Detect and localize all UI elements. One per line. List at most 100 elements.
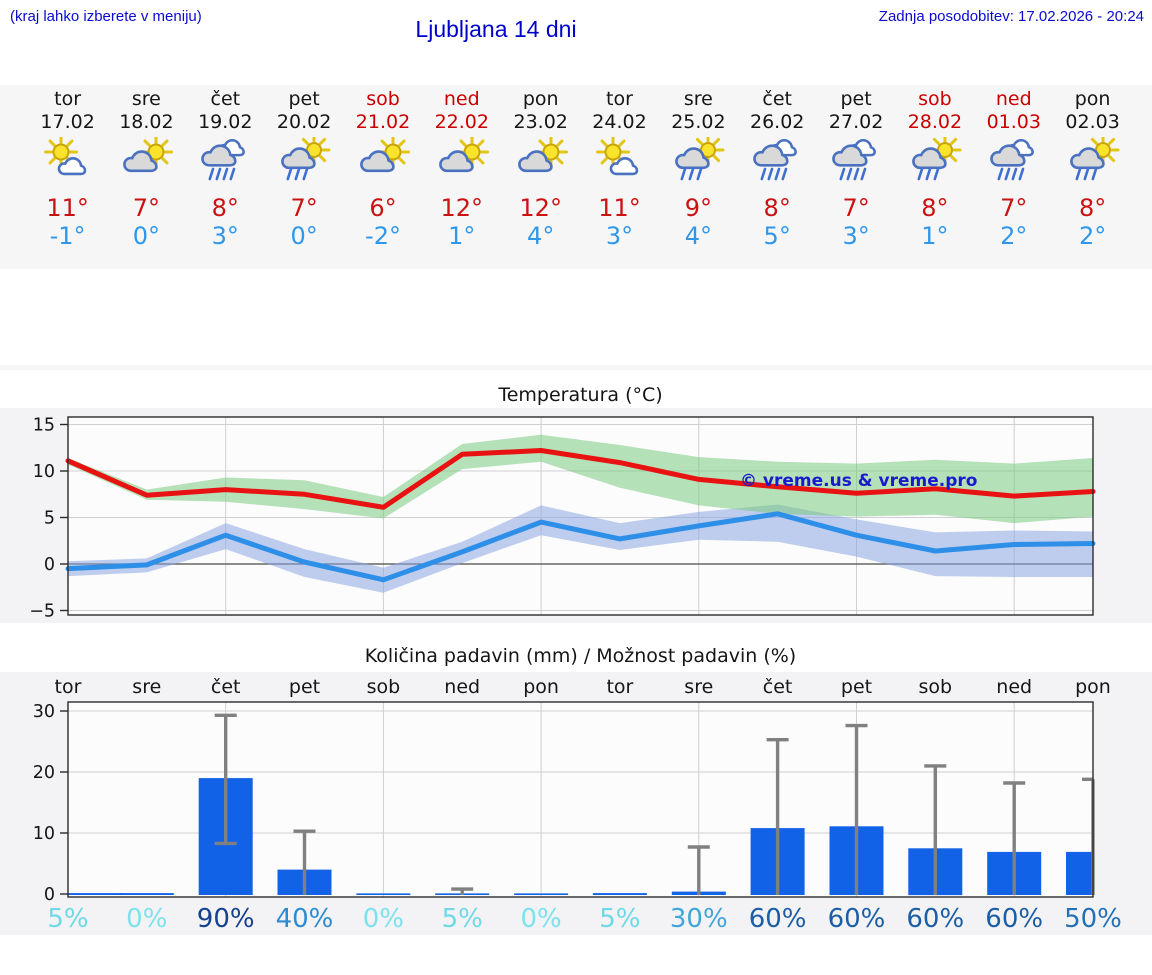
day-max-temp: 7° xyxy=(132,194,161,222)
day-name: ned xyxy=(995,88,1032,110)
weather-icon xyxy=(106,134,186,193)
day-column: ned 22.02 12° 1° xyxy=(422,88,502,250)
precip-day-label: čet xyxy=(211,676,241,698)
day-max-temp: 8° xyxy=(1078,194,1107,222)
weather-icon xyxy=(501,134,581,193)
day-max-temp: 12° xyxy=(519,194,562,222)
temp-y-tick-label: 0 xyxy=(44,555,55,575)
day-date: 01.03 xyxy=(986,111,1041,133)
day-name: tor xyxy=(606,88,633,110)
day-min-temp: 3° xyxy=(211,222,239,250)
day-date: 02.03 xyxy=(1065,111,1120,133)
precip-prob-label: 60% xyxy=(828,904,886,934)
temp-y-tick-label: 5 xyxy=(44,509,55,529)
precip-bar xyxy=(119,893,174,895)
day-max-temp: 11° xyxy=(598,194,641,222)
day-min-temp: 5° xyxy=(763,222,791,250)
precip-prob-label: 5% xyxy=(599,904,640,934)
precip-prob-label: 50% xyxy=(1064,904,1122,934)
day-min-temp: 0° xyxy=(290,222,318,250)
day-name: pet xyxy=(840,88,872,110)
day-min-temp: 3° xyxy=(842,222,870,250)
temperature-chart-title: Temperatura (°C) xyxy=(498,384,663,406)
precip-prob-label: 60% xyxy=(749,904,807,934)
weather-icon xyxy=(974,134,1054,193)
precip-day-label: sob xyxy=(919,676,953,698)
weather-icon xyxy=(1053,133,1133,193)
watermark-link[interactable]: © vreme.us & vreme.pro xyxy=(740,471,977,491)
day-column: pon 02.03 8° 2° xyxy=(1053,88,1133,250)
precip-day-label: čet xyxy=(763,676,793,698)
day-column: sob 28.02 8° 1° xyxy=(895,88,975,250)
day-min-temp: 2° xyxy=(1000,222,1028,250)
temp-y-tick-label: 15 xyxy=(33,416,55,436)
day-min-temp: 1° xyxy=(921,222,949,250)
day-name: sob xyxy=(918,88,952,110)
weather-icon xyxy=(658,133,738,193)
precipitation-chart-title: Količina padavin (mm) / Možnost padavin … xyxy=(364,645,797,667)
precip-day-label: pon xyxy=(1075,676,1111,698)
day-name: ned xyxy=(443,88,480,110)
day-column: pet 27.02 7° 3° xyxy=(816,88,896,250)
precip-prob-label: 5% xyxy=(47,904,88,934)
precip-prob-label: 60% xyxy=(906,904,964,934)
precip-day-label: pet xyxy=(289,676,320,698)
precip-prob-label: 60% xyxy=(985,904,1043,934)
day-max-temp: 6° xyxy=(369,194,397,222)
precip-y-tick-label: 0 xyxy=(44,885,55,905)
day-name: sre xyxy=(683,88,713,110)
day-min-temp: -2° xyxy=(365,222,401,250)
divider-band xyxy=(0,365,1152,370)
precip-day-label: ned xyxy=(444,676,480,698)
day-date: 19.02 xyxy=(198,111,253,133)
precip-prob-label: 0% xyxy=(126,904,167,934)
day-name: pon xyxy=(1074,88,1111,110)
day-max-temp: 8° xyxy=(763,194,791,222)
day-max-temp: 11° xyxy=(46,194,89,222)
day-name: sre xyxy=(131,88,161,110)
weather-icon xyxy=(264,133,344,193)
day-column: čet 19.02 8° 3° xyxy=(185,88,265,250)
day-date: 25.02 xyxy=(671,111,726,133)
day-name: čet xyxy=(762,88,792,110)
precip-y-tick-label: 30 xyxy=(33,702,55,722)
day-date: 22.02 xyxy=(434,111,489,133)
precip-day-label: tor xyxy=(606,676,633,698)
day-column: sre 25.02 9° 4° xyxy=(658,88,738,250)
precip-prob-label: 0% xyxy=(363,904,404,934)
precip-prob-label: 90% xyxy=(197,904,255,934)
day-column: tor 17.02 11° -1° xyxy=(28,88,108,250)
day-column: pon 23.02 12° 4° xyxy=(501,88,581,250)
weather-icon xyxy=(737,134,817,193)
max-temp-line xyxy=(65,448,1096,510)
day-max-temp: 8° xyxy=(211,194,239,222)
day-date: 18.02 xyxy=(119,111,174,133)
precip-bar xyxy=(356,893,411,895)
day-min-temp: 4° xyxy=(684,222,713,250)
precip-y-tick-label: 10 xyxy=(33,824,55,844)
day-max-temp: 8° xyxy=(921,194,949,222)
weather-icon xyxy=(28,134,108,193)
precip-day-label: ned xyxy=(996,676,1032,698)
day-min-temp: 2° xyxy=(1078,222,1107,250)
temp-y-tick-label: −5 xyxy=(29,602,55,622)
day-min-temp: 0° xyxy=(132,222,161,250)
day-name: pet xyxy=(288,88,320,110)
precip-day-label: pon xyxy=(523,676,559,698)
page-title: Ljubljana 14 dni xyxy=(415,16,577,42)
forecast-strip-background xyxy=(0,85,1152,269)
day-date: 17.02 xyxy=(40,111,95,133)
precip-prob-label: 0% xyxy=(520,904,561,934)
day-max-temp: 7° xyxy=(290,194,318,222)
day-min-temp: 3° xyxy=(605,222,634,250)
day-date: 26.02 xyxy=(749,111,805,133)
day-date: 27.02 xyxy=(828,111,884,133)
day-column: ned 01.03 7° 2° xyxy=(974,88,1054,250)
temp-y-tick-label: 10 xyxy=(33,462,55,482)
day-min-temp: 4° xyxy=(527,222,555,250)
day-max-temp: 12° xyxy=(440,194,484,222)
precip-day-label: tor xyxy=(55,676,82,698)
precip-prob-label: 30% xyxy=(670,904,728,934)
